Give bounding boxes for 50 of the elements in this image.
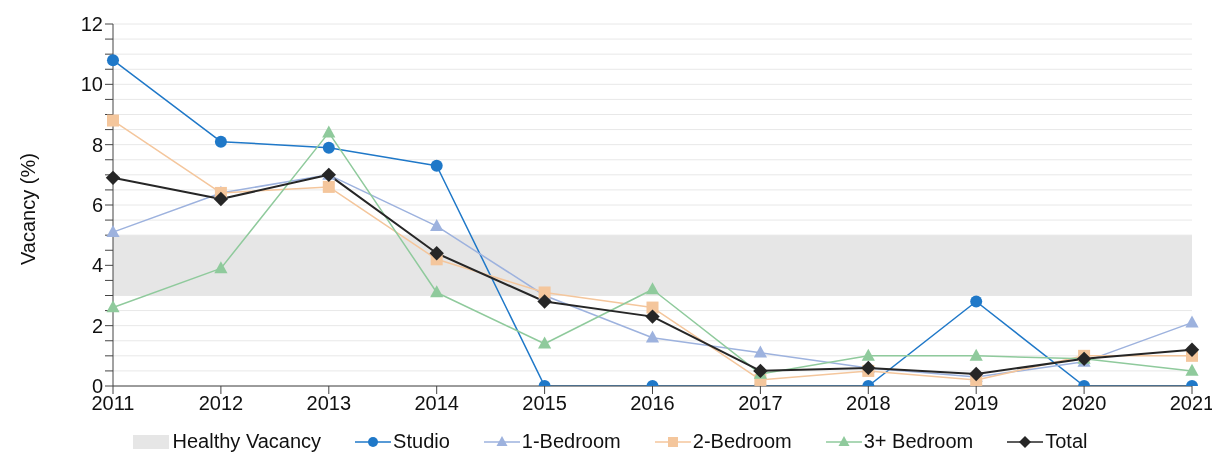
point bbox=[430, 285, 444, 298]
y-tick-label: 2 bbox=[91, 314, 103, 337]
point bbox=[1184, 342, 1200, 357]
legend-label: 1-Bedroom bbox=[520, 430, 621, 453]
point bbox=[645, 309, 660, 324]
legend-label: 3+ Bedroom bbox=[862, 430, 974, 453]
point bbox=[214, 261, 228, 274]
y-tick-label: 12 bbox=[80, 13, 103, 36]
point bbox=[1185, 363, 1199, 376]
y-axis-title: Vacancy (%) bbox=[17, 153, 40, 265]
x-tick-label: 2011 bbox=[91, 392, 135, 415]
point bbox=[645, 330, 660, 343]
x-tick-label: 2013 bbox=[306, 392, 352, 415]
x-tick-label: 2014 bbox=[414, 392, 459, 415]
x-tick-label: 2015 bbox=[522, 392, 567, 415]
point bbox=[429, 246, 444, 261]
point bbox=[969, 348, 983, 361]
point bbox=[213, 191, 229, 207]
point bbox=[538, 336, 552, 349]
point bbox=[645, 282, 660, 295]
point bbox=[107, 114, 119, 127]
legend-label: Studio bbox=[392, 430, 450, 453]
point bbox=[322, 180, 335, 193]
point bbox=[106, 224, 120, 237]
x-tick-label: 2020 bbox=[1061, 392, 1107, 415]
x-tick-label: 2012 bbox=[198, 392, 244, 415]
point bbox=[430, 218, 444, 231]
point bbox=[861, 348, 875, 361]
point bbox=[430, 159, 443, 172]
point bbox=[106, 300, 120, 313]
point bbox=[107, 54, 119, 67]
point bbox=[537, 294, 552, 309]
y-tick-label: 6 bbox=[91, 194, 103, 217]
y-tick-label: 4 bbox=[91, 254, 103, 277]
legend-label: 2-Bedroom bbox=[691, 430, 792, 453]
legend-label: Healthy Vacancy bbox=[171, 430, 322, 453]
point bbox=[322, 125, 336, 138]
y-tick-label: 8 bbox=[91, 133, 103, 156]
x-tick-label: 2016 bbox=[630, 392, 675, 415]
point bbox=[214, 135, 227, 148]
point bbox=[322, 141, 335, 154]
legend-label: Total bbox=[1044, 430, 1088, 453]
y-tick-label: 10 bbox=[80, 73, 103, 96]
x-tick-label: 2019 bbox=[953, 392, 999, 415]
point bbox=[970, 295, 983, 308]
x-tick-label: 2018 bbox=[846, 392, 891, 415]
point bbox=[105, 170, 121, 186]
point bbox=[753, 345, 767, 358]
x-tick-label: 2017 bbox=[738, 392, 783, 415]
point bbox=[1185, 315, 1199, 328]
